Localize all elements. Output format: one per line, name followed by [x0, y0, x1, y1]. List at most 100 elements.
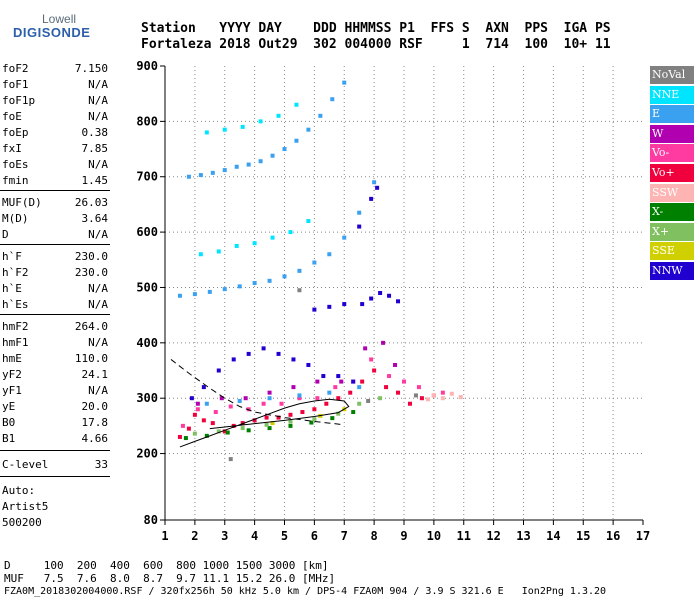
echo-point: [222, 127, 227, 132]
param-value: 230.0: [74, 266, 108, 279]
y-tick-label: 80: [144, 513, 158, 527]
param-value: N/A: [88, 158, 108, 171]
param-value: 26.03: [74, 196, 108, 209]
echo-point: [240, 426, 245, 431]
echo-point: [372, 368, 377, 373]
param-value: N/A: [88, 336, 108, 349]
echo-point: [297, 393, 302, 398]
x-tick-label: 8: [371, 529, 378, 543]
echo-point: [198, 173, 203, 178]
echo-point: [363, 346, 368, 351]
echo-point: [210, 170, 215, 175]
d-row: D 100 200 400 600 800 1000 1500 3000 [km…: [4, 559, 329, 572]
echo-point: [222, 287, 227, 292]
y-tick-label: 600: [136, 225, 158, 239]
echo-point: [180, 423, 185, 428]
echo-point: [258, 159, 263, 164]
param-value: N/A: [88, 384, 108, 397]
param-fxi: fxI 7.85: [2, 142, 108, 158]
echo-point: [312, 307, 317, 312]
echo-point: [276, 415, 281, 420]
echo-point: [315, 396, 320, 401]
param-name: hmF1: [2, 336, 29, 349]
y-tick-label: 800: [136, 114, 158, 128]
x-tick-label: 15: [576, 529, 590, 543]
x-tick-label: 14: [546, 529, 560, 543]
param-name: h`F2: [2, 266, 29, 279]
param-fmin: fmin 1.45: [2, 174, 108, 190]
echo-point: [252, 241, 257, 246]
legend-nnw: NNW: [650, 262, 694, 280]
echo-point: [216, 429, 221, 434]
echo-point: [425, 397, 430, 402]
echo-point: [297, 288, 302, 293]
echo-point: [402, 379, 406, 384]
echo-point: [291, 357, 296, 362]
separator: [0, 244, 110, 245]
param-name: fxI: [2, 142, 22, 155]
param-name: MUF(D): [2, 196, 42, 209]
echo-point: [243, 396, 248, 401]
param-yf2: yF2 24.1: [2, 368, 108, 384]
y-tick-label: 900: [136, 59, 158, 73]
echo-point: [375, 185, 380, 190]
echo-point: [396, 390, 401, 395]
true-height-profile: [170, 359, 345, 426]
echo-point: [378, 396, 383, 401]
echo-point: [351, 410, 356, 415]
legend-w: W: [650, 124, 694, 143]
param-name: foF2: [2, 62, 29, 75]
param-name: hmE: [2, 352, 22, 365]
echo-point: [297, 396, 302, 401]
echo-point: [195, 407, 200, 412]
param-value: 110.0: [74, 352, 108, 365]
param-name: C-level: [2, 458, 49, 471]
param-value: 17.8: [81, 416, 109, 429]
echo-point: [240, 124, 245, 129]
header-line2: Fortaleza 2018 Out29 302 004000 RSF 1 71…: [141, 37, 611, 52]
param-value: 1.45: [81, 174, 109, 187]
echo-point: [189, 396, 194, 401]
param-ye: yE 20.0: [2, 400, 108, 416]
echo-point: [267, 390, 272, 395]
param-name: foF1: [2, 78, 29, 91]
echo-point: [186, 174, 191, 179]
echo-point: [312, 407, 317, 412]
echo-point: [342, 80, 347, 85]
echo-point: [204, 433, 209, 438]
param-h-e: h`E N/A: [2, 282, 108, 298]
param-foep: foEp 0.38: [2, 126, 108, 142]
param-hme: hmE 110.0: [2, 352, 108, 368]
echo-point: [294, 138, 299, 143]
separator: [0, 314, 110, 315]
echo-point: [306, 362, 311, 367]
echo-point: [351, 379, 356, 384]
echo-point: [327, 390, 332, 395]
echo-point: [177, 434, 182, 439]
param-value: 4.66: [81, 432, 109, 445]
echo-point: [234, 243, 239, 248]
autoscale-artist: Artist5: [2, 500, 49, 513]
echo-point: [381, 340, 386, 345]
echo-point: [369, 357, 374, 362]
param-fof1p: foF1p N/A: [2, 94, 108, 110]
legend-x-: X+: [650, 222, 694, 241]
echo-point: [339, 379, 344, 384]
echo-point: [279, 401, 284, 406]
echo-point: [387, 293, 392, 298]
echo-point: [204, 130, 209, 135]
echo-point: [357, 385, 362, 390]
x-tick-label: 6: [311, 529, 318, 543]
echo-point: [216, 368, 221, 373]
echo-point: [315, 379, 320, 384]
legend-vo-: Vo-: [650, 144, 694, 163]
echo-point: [228, 457, 233, 462]
echo-point: [288, 230, 293, 235]
legend-noval: NoVal: [650, 66, 694, 84]
y-tick-label: 400: [136, 336, 158, 350]
echo-point: [219, 396, 224, 401]
param-name: yF1: [2, 384, 22, 397]
echo-point: [300, 410, 305, 415]
echo-point: [369, 196, 374, 201]
echo-point: [261, 346, 266, 351]
